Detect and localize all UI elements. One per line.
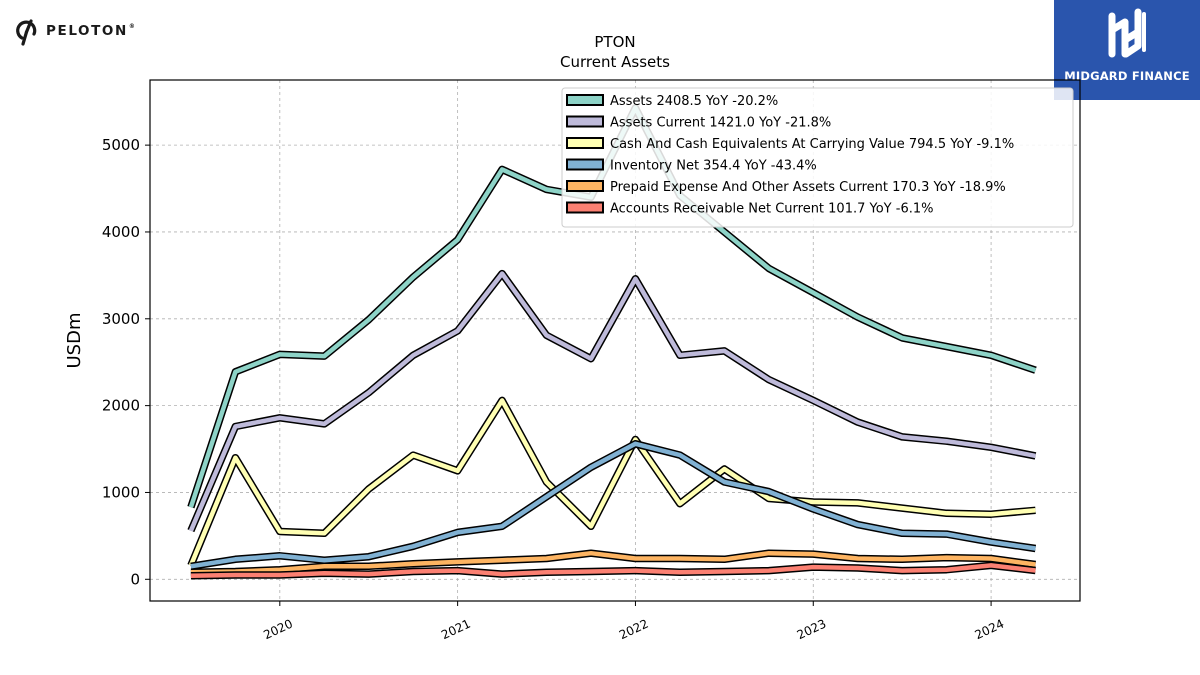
y-axis-title: USDm: [64, 313, 85, 369]
legend-swatch: [566, 180, 604, 192]
chart-title: PTON: [594, 33, 635, 51]
midgard-emblem-icon: [1108, 8, 1146, 58]
series-line: [190, 441, 1036, 569]
legend: Assets 2408.5 YoY -20.2% Assets Current 1…: [561, 87, 1074, 228]
x-tick-label: 2023: [795, 617, 829, 643]
series-line: [190, 563, 1036, 579]
legend-swatch: [566, 137, 604, 149]
series-group: [190, 549, 1037, 577]
legend-entry: Assets Current 1421.0 YoY -21.8%: [610, 116, 831, 131]
x-tick-label: 2024: [973, 617, 1007, 643]
y-tick-label: 2000: [102, 397, 140, 415]
legend-swatch: [566, 115, 604, 128]
series-line-outline: [190, 440, 1037, 571]
legend-swatch: [566, 158, 604, 171]
series-group: [187, 396, 1036, 567]
x-tick-label: 2021: [439, 617, 473, 643]
series-line: [188, 271, 1036, 532]
y-tick-label: 1000: [102, 483, 140, 501]
legend-entry: Prepaid Expense And Other Assets Current…: [610, 180, 1006, 195]
legend-entry: Inventory Net 354.4 YoY -43.4%: [610, 159, 817, 174]
chart-subtitle: Current Assets: [560, 53, 670, 71]
peloton-p-icon: [16, 19, 37, 46]
series-group: [190, 561, 1036, 580]
legend-swatch: [566, 94, 604, 106]
plot-frame: [149, 79, 1081, 602]
y-tick-label: 0: [130, 570, 140, 588]
x-tick-label: 2020: [261, 617, 295, 643]
series-line: [190, 550, 1036, 575]
legend-entry: Assets 2408.5 YoY -20.2%: [610, 94, 778, 109]
series-line: [188, 398, 1036, 567]
series-group: [187, 269, 1037, 533]
x-tick-label: 2022: [617, 617, 651, 643]
series-group: [190, 440, 1037, 571]
y-tick-label: 5000: [102, 136, 140, 154]
midgard-finance-logo: MIDGARD FINANCE: [1054, 0, 1200, 100]
peloton-wordmark: PELOTON®: [46, 23, 137, 39]
y-tick-label: 4000: [102, 223, 140, 241]
legend-entry: Cash And Cash Equivalents At Carrying Va…: [610, 137, 1014, 152]
legend-swatch: [566, 201, 604, 214]
midgard-wordmark: MIDGARD FINANCE: [1064, 69, 1190, 83]
y-tick-label: 3000: [102, 310, 140, 328]
peloton-logo: PELOTON®: [14, 14, 137, 48]
legend-entry: Accounts Receivable Net Current 101.7 Yo…: [610, 202, 933, 217]
legend-box: [561, 87, 1074, 228]
